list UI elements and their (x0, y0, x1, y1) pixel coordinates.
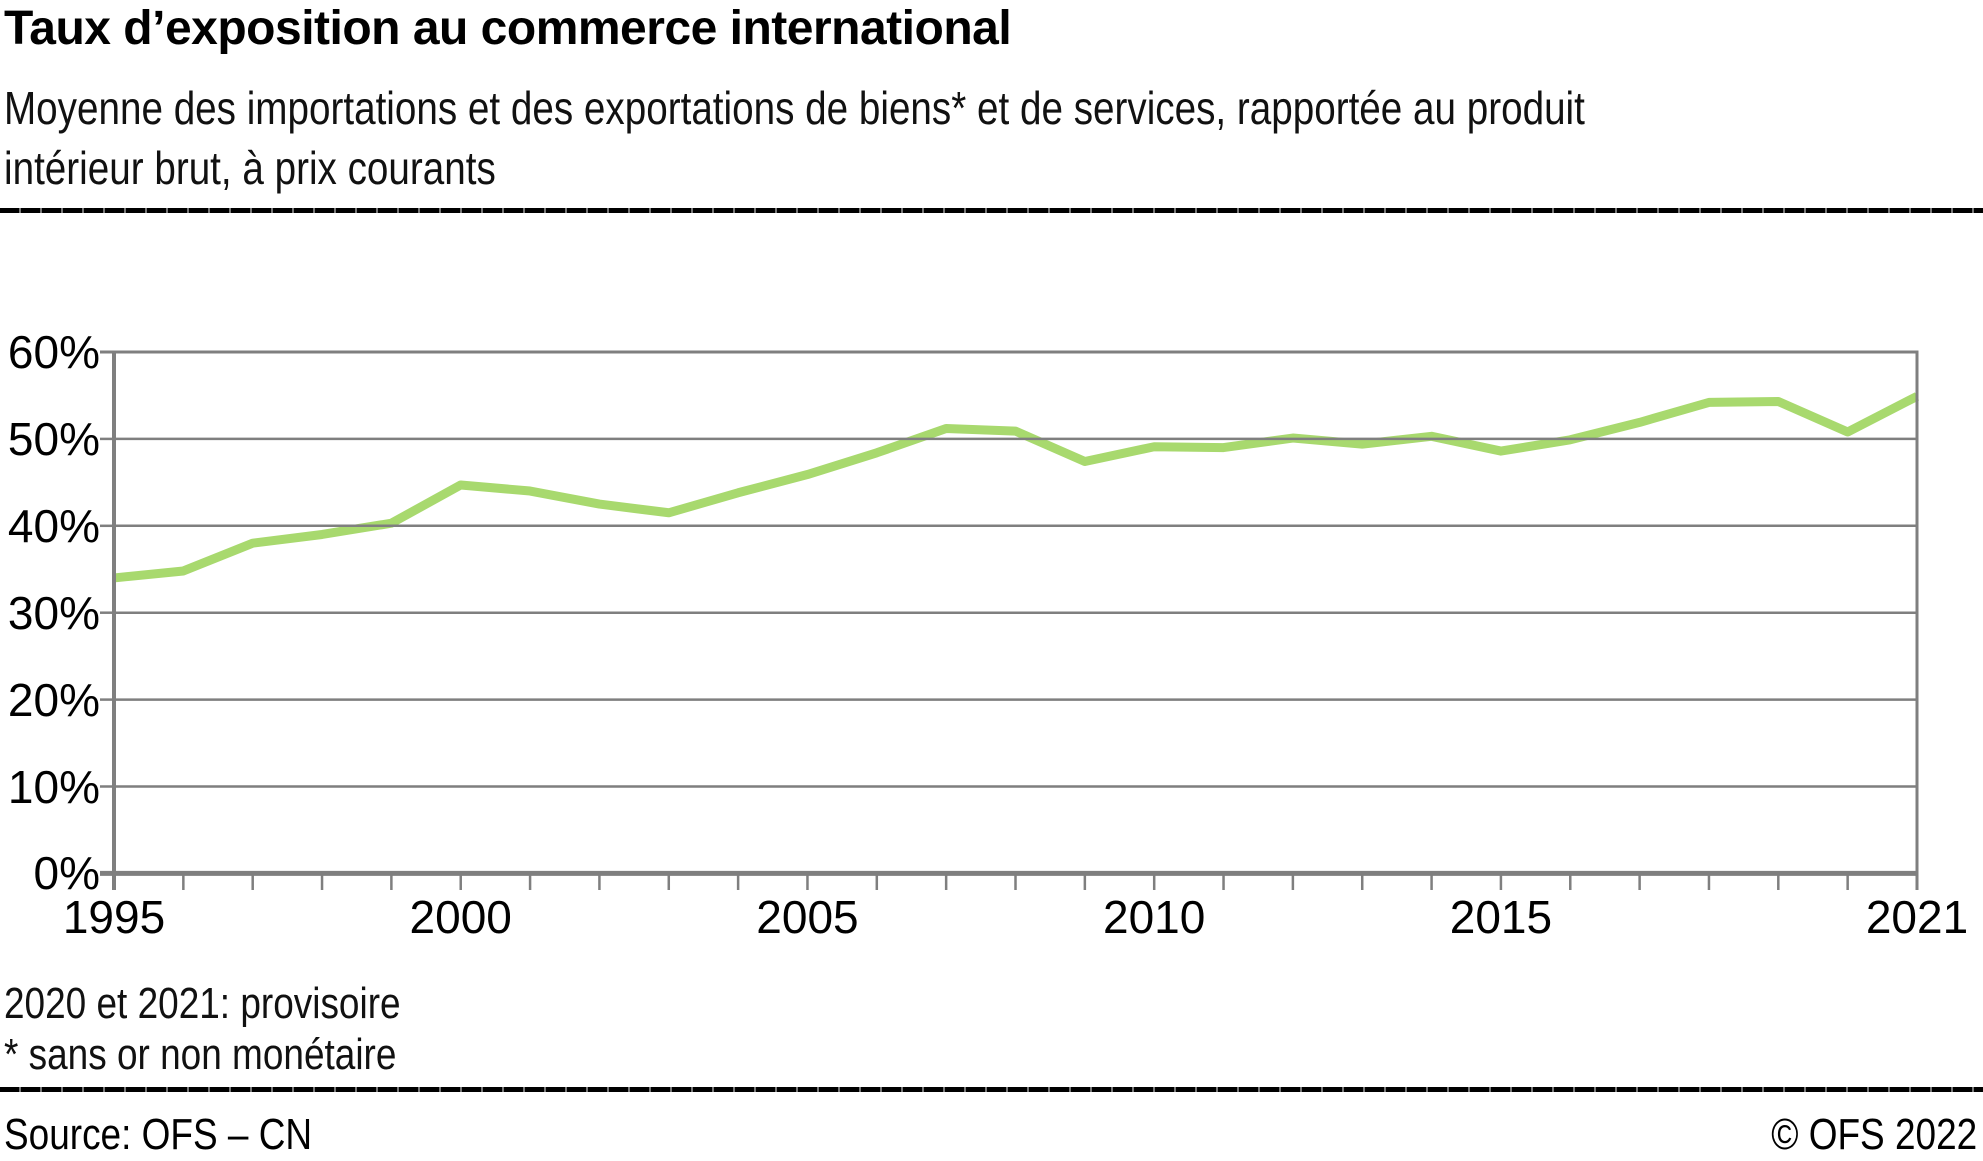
subtitle-line-2: intérieur brut, à prix courants (4, 142, 496, 194)
y-axis-tick-label: 50% (7, 412, 100, 465)
source-label: Source: OFS – CN (4, 1110, 313, 1159)
y-axis-tick-label: 10% (7, 760, 100, 813)
footnote-gold: * sans or non monétaire (4, 1030, 397, 1079)
footer-divider (0, 1087, 1983, 1092)
footnote-provisional: 2020 et 2021: provisoire (4, 979, 401, 1028)
x-axis-tick-label: 2021 (1865, 891, 1969, 943)
chart-subtitle: Moyenne des importations et des exportat… (4, 78, 1585, 198)
y-axis-tick-label: 30% (7, 586, 100, 639)
y-axis-tick-label: 0% (33, 847, 100, 900)
subtitle-line-1: Moyenne des importations et des exportat… (4, 82, 1585, 134)
data-line (113, 392, 1920, 583)
x-axis-tick-label: 2015 (1449, 891, 1553, 943)
copyright-label: © OFS 2022 (1771, 1110, 1977, 1159)
x-axis-tick-label: 2005 (756, 891, 859, 943)
x-axis-tick-label: 2010 (1103, 891, 1206, 943)
y-axis-tick-label: 60% (7, 326, 100, 378)
x-axis-tick-label: 2000 (409, 891, 512, 943)
chart-footnotes: 2020 et 2021: provisoire * sans or non m… (4, 978, 401, 1080)
y-axis-tick-label: 20% (7, 673, 100, 726)
y-axis-tick-label: 40% (7, 499, 100, 552)
footer: Source: OFS – CN © OFS 2022 (0, 1113, 1983, 1159)
header-divider (0, 208, 1983, 213)
x-axis-tick-label: 1995 (62, 891, 166, 943)
page-title: Taux d’exposition au commerce internatio… (4, 2, 1012, 55)
